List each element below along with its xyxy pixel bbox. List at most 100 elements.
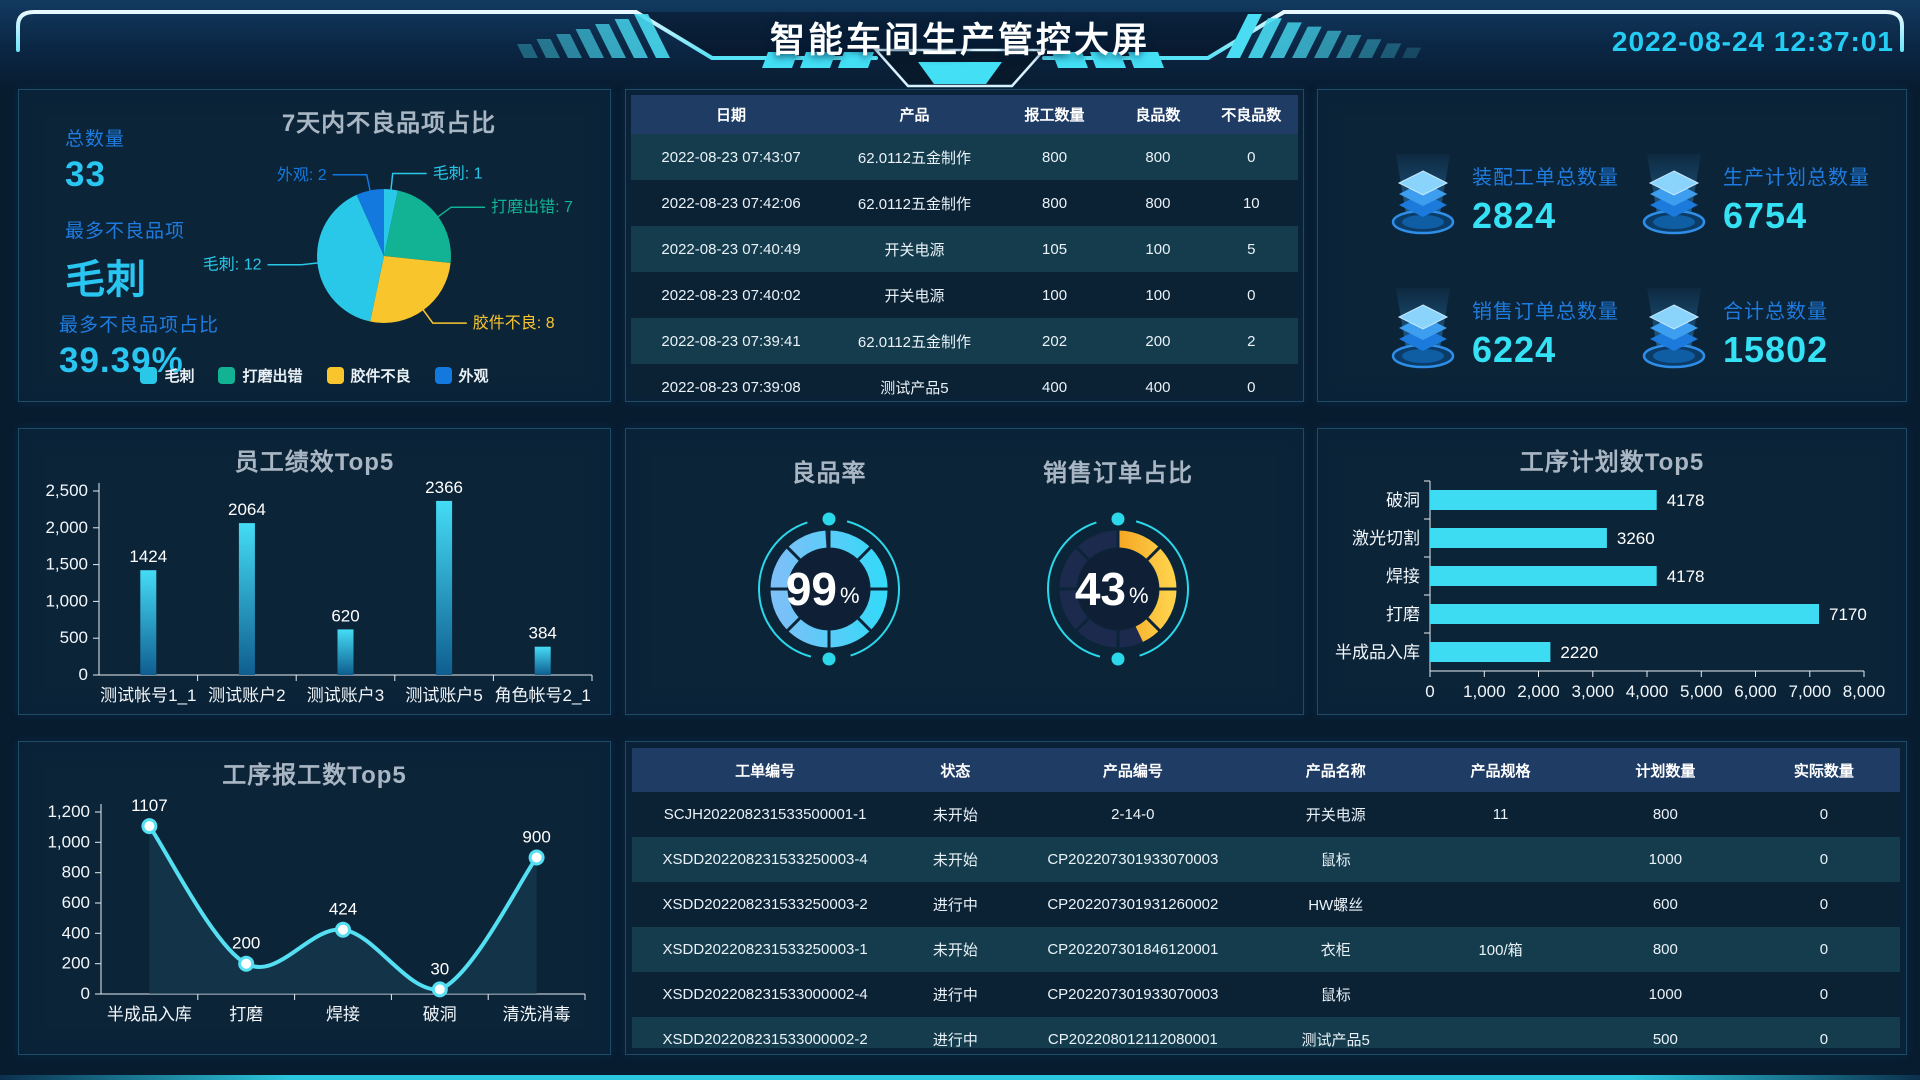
layers-stack-icon xyxy=(1390,152,1456,245)
pie-label-line xyxy=(332,174,372,193)
table-cell: 未开始 xyxy=(932,807,978,824)
bar-value-label: 7170 xyxy=(1829,605,1867,624)
table-cell xyxy=(1418,837,1583,882)
table-row: SCJH202208231533500001-1 未开始 2-14-0 开关电源 11 8… xyxy=(632,792,1900,837)
panel-title-process-plan: 工序计划数Top5 xyxy=(1519,449,1705,476)
legend-label: 毛刺 xyxy=(164,368,195,385)
gauge-value: 99 xyxy=(786,563,837,615)
table-cell: 衣柜 xyxy=(1320,942,1351,959)
table-cell: 800 xyxy=(1652,806,1678,823)
table-row: XSDD202208231533000002-4 进行中 CP20220730193… xyxy=(632,972,1900,1017)
pie-label-line xyxy=(436,206,486,219)
legend-swatch xyxy=(434,367,452,384)
pie-slice xyxy=(317,194,384,322)
panel-gauges: 良品率 销售订单占比 99 % 43 % xyxy=(625,428,1304,715)
table-cell: 500 xyxy=(1652,1031,1678,1048)
bar-category-label: 测试账户3 xyxy=(307,686,384,705)
orders-table: 工单编号 状态 产品编号 产品名称 产品规格 计划数量 实际数量 SCJH2022082315… xyxy=(632,748,1900,1048)
total-card-label: 合计总数量 xyxy=(1723,300,1828,323)
table-cell: 100/箱 xyxy=(1478,942,1523,959)
layers-stack-icon xyxy=(1641,152,1707,245)
panel-defect-ratio: 7天内不良品项占比 总数量 33 最多不良品项 毛刺 最多不良品项占比 39.3… xyxy=(18,89,611,402)
report-table-wrap: 日期 产品 报工数量 良品数 不良品数 2022-08-23 07:43:07 62.011… xyxy=(631,95,1298,396)
point-value-label: 1107 xyxy=(131,796,168,815)
stat-value: 毛刺 xyxy=(65,258,147,302)
table-cell: 600 xyxy=(1652,896,1678,913)
line-point xyxy=(238,955,255,972)
total-card-sales-orders: 销售订单总数量 6224 xyxy=(1390,286,1619,379)
panel-title-process-report: 工序报工数Top5 xyxy=(222,762,407,789)
defect-pie-chart: 毛刺: 1 打磨出错: 7 胶件不良: 8 毛刺: 12 外观: 2 xyxy=(19,90,610,401)
table-cell: 0 xyxy=(1247,378,1256,396)
table-cell: 2 xyxy=(1247,332,1256,350)
bar-value-label: 4178 xyxy=(1667,491,1705,510)
point-value-label: 900 xyxy=(522,828,550,847)
pie-label: 毛刺: 12 xyxy=(203,256,262,274)
line-point xyxy=(528,849,545,866)
column-header: 产品规格 xyxy=(1418,748,1583,792)
column-header: 日期 xyxy=(631,95,832,134)
table-cell: 未开始 xyxy=(932,942,978,959)
line-area xyxy=(149,826,537,994)
table-cell: HW螺丝 xyxy=(1308,897,1364,914)
stat-top-defect: 最多不良品项 毛刺 xyxy=(65,216,185,305)
column-header: 计划数量 xyxy=(1582,748,1748,792)
bar xyxy=(534,646,551,675)
table-row: 2022-08-23 07:42:06 62.0112五金制作 800 800 10 xyxy=(631,180,1298,226)
table-cell: 105 xyxy=(1042,240,1068,258)
column-header: 产品名称 xyxy=(1253,748,1419,792)
legend-swatch xyxy=(326,367,344,384)
svg-text:2,000: 2,000 xyxy=(1517,682,1560,701)
table-cell: 400 xyxy=(1145,378,1171,396)
svg-text:2,000: 2,000 xyxy=(45,518,88,537)
total-card-value: 15802 xyxy=(1723,328,1829,370)
panel-process-plan: 工序计划数Top5 0 1,000 2,000 3,000 4,000 5,00… xyxy=(1317,428,1907,715)
bar xyxy=(1430,528,1607,548)
yield-gauge-chart: 99 % xyxy=(684,471,974,703)
column-header: 产品编号 xyxy=(1012,748,1254,792)
total-card-label: 装配工单总数量 xyxy=(1472,166,1619,189)
bar-category-label: 角色帐号2_1 xyxy=(495,686,591,705)
legend-label: 胶件不良 xyxy=(350,368,411,385)
layers-stack-icon-svg xyxy=(1642,288,1706,369)
table-cell: 开关电源 xyxy=(1305,807,1366,824)
pie-slice xyxy=(356,189,384,256)
svg-text:1,000: 1,000 xyxy=(45,591,88,610)
column-header: 状态 xyxy=(898,748,1013,792)
panel-title-defect: 7天内不良品项占比 xyxy=(281,110,497,137)
bar-category-label: 半成品入库 xyxy=(1335,643,1420,662)
employee-bar-chart: 0 500 1,000 1,500 2,000 2,500 1424 测试帐号1… xyxy=(19,429,610,714)
table-row: 2022-08-23 07:43:07 62.0112五金制作 800 800 0 xyxy=(631,134,1298,180)
pie-legend: 毛刺 打磨出错 胶件不良 外观 xyxy=(19,365,610,386)
bar-value-label: 2366 xyxy=(425,478,463,497)
svg-text:400: 400 xyxy=(62,923,90,942)
pie-slice xyxy=(384,189,398,256)
gauge-value: 43 xyxy=(1075,563,1126,615)
column-header: 实际数量 xyxy=(1747,748,1900,792)
table-cell: 1000 xyxy=(1648,851,1683,868)
legend-item: 外观 xyxy=(434,365,489,386)
gauge-title-yield: 良品率 xyxy=(791,460,867,487)
process-report-line-chart: 0 200 400 600 800 1,000 1,200 1107 半成品入库… xyxy=(19,742,610,1054)
table-cell: 800 xyxy=(1145,194,1171,212)
table-cell: XSDD202208231533000002-4 xyxy=(662,986,868,1003)
gauge-unit: % xyxy=(1129,583,1149,608)
bar-value-label: 2064 xyxy=(228,500,266,519)
line-point xyxy=(335,921,351,938)
table-cell: XSDD202208231533250003-4 xyxy=(662,851,868,868)
bar xyxy=(337,629,354,675)
pie-slice xyxy=(384,190,451,263)
panel-orders-table: 工单编号 状态 产品编号 产品名称 产品规格 计划数量 实际数量 SCJH2022082315… xyxy=(625,741,1907,1055)
header: 智能车间生产管控大屏 2022-08-24 12:37:01 xyxy=(0,0,1920,88)
datetime-display: 2022-08-24 12:37:01 xyxy=(1611,26,1894,57)
pie-slice xyxy=(370,256,451,323)
table-row: 2022-08-23 07:39:08 测试产品5 400 400 0 xyxy=(631,364,1298,396)
line-category-label: 清洗消毒 xyxy=(503,1005,571,1024)
table-cell: 2022-08-23 07:40:02 xyxy=(661,286,801,304)
bar xyxy=(238,523,255,675)
total-card-value: 6224 xyxy=(1472,328,1557,370)
bar-category-label: 焊接 xyxy=(1386,567,1420,586)
table-cell: 2-14-0 xyxy=(1111,806,1155,823)
panel-totals: 装配工单总数量 2824 生产计划总数量 6754 xyxy=(1317,89,1907,402)
bar xyxy=(1430,566,1657,586)
